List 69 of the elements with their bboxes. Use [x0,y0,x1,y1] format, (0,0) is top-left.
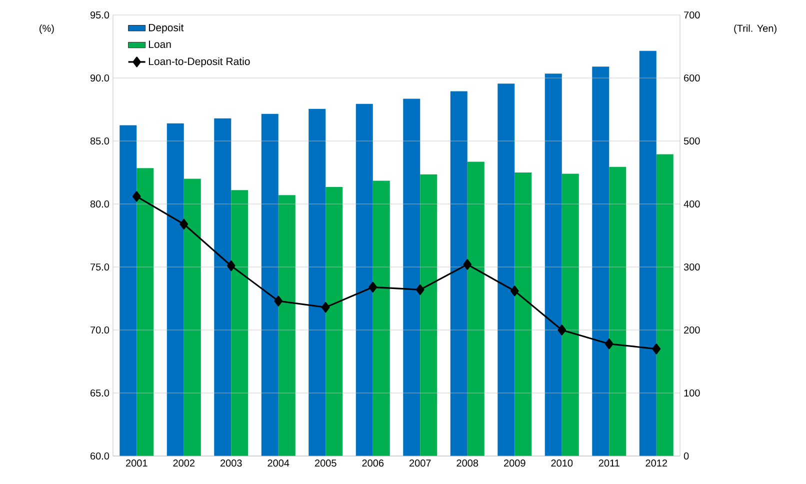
bar [420,174,438,456]
point [226,260,236,272]
y-tick-label: 65.0 [90,389,110,397]
bar [609,166,626,456]
bar [656,154,674,456]
point [321,302,330,313]
legend-label: Loan [148,40,171,48]
y-tick-label: 60.0 [90,452,110,460]
x-tick-label: 2001 [126,460,148,467]
bar [166,123,184,456]
legend-label: Loan-to-Deposit Ratio [148,57,250,68]
bar [639,50,656,456]
y2-tick-label: 400 [684,200,700,208]
x-tick-label: 2003 [220,460,242,467]
y-tick-label: 90.0 [90,74,110,82]
legend-label: Deposit [148,24,184,34]
x-tick-label: 2002 [173,460,194,467]
point [604,338,614,350]
y-axis-title: (%) [40,24,54,34]
bar [356,104,373,456]
x-tick-label: 2012 [646,460,667,467]
point [274,296,283,306]
bar [308,108,326,456]
x-tick-label: 2006 [362,460,384,467]
y-tick-label: 95.0 [90,11,110,19]
point [368,282,378,292]
bar [498,84,515,456]
point [416,284,424,295]
point [132,191,141,202]
bar [136,168,154,456]
bar [214,118,232,456]
y2-tick-label: 500 [684,137,700,145]
y-tick-label: 85.0 [90,137,110,145]
x-tick-label: 2011 [598,460,620,467]
bar [184,178,201,456]
x-tick-label: 2008 [456,460,478,467]
y-tick-label: 70.0 [90,326,110,334]
y2-tick-label: 200 [684,326,700,334]
bar [544,74,562,456]
point [652,344,661,354]
x-tick-label: 2005 [315,460,336,467]
point [463,259,472,270]
y2-tick-label: 0 [684,452,689,460]
bar [562,174,579,456]
bar [467,162,484,456]
y-tick-label: 75.0 [90,263,110,271]
point [510,286,519,296]
y2-tick-label: 600 [684,74,700,82]
x-tick-label: 2007 [410,460,431,467]
point [180,218,188,230]
bar [592,66,610,456]
bar [261,114,278,456]
bar [403,98,420,456]
bar [450,91,468,456]
bar [120,125,137,456]
point [558,324,566,336]
x-tick-label: 2004 [268,460,290,467]
bar [372,180,390,456]
x-tick-label: 2009 [504,460,526,467]
x-tick-label: 2010 [551,460,573,467]
y-tick-label: 80.0 [90,200,110,208]
bar [231,190,248,456]
y2-tick-label: 100 [684,389,700,397]
y2-tick-label: 300 [684,263,700,271]
bar [278,195,296,456]
y2-tick-label: 700 [684,11,700,19]
y2-axis-title: (Tril. Yen) [734,24,776,34]
bar [326,186,343,456]
bar [514,172,532,456]
